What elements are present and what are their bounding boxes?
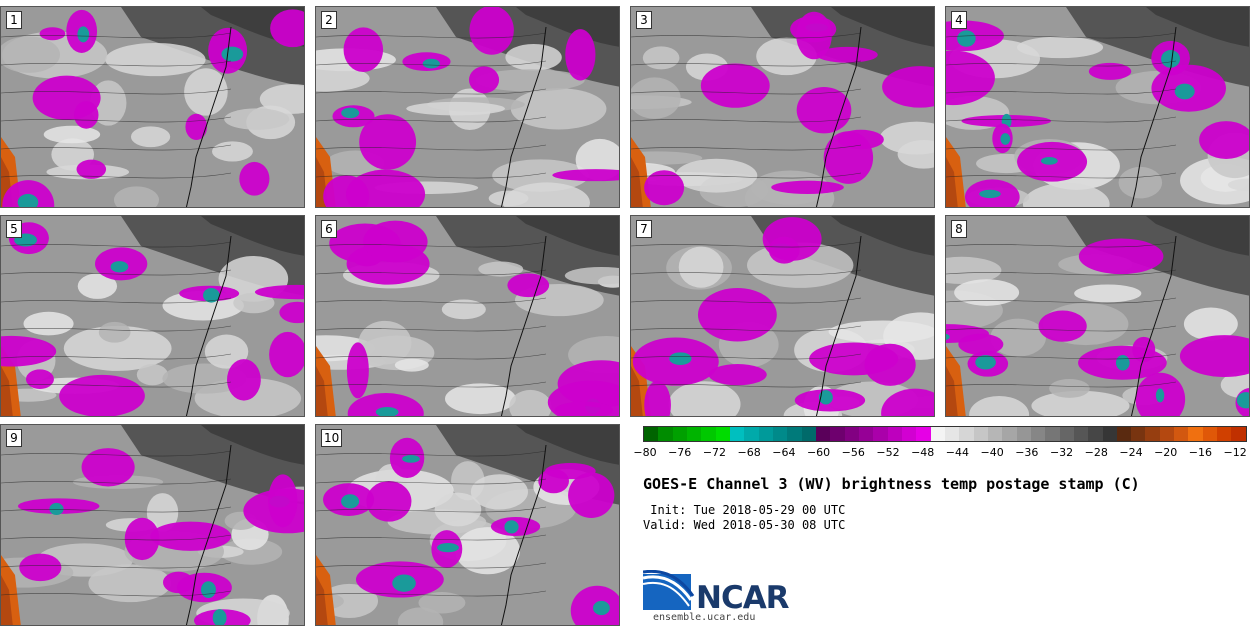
init-time: Init: Tue 2018-05-29 00 UTC — [643, 503, 846, 517]
ncar-logo-icon — [643, 570, 695, 610]
colorbar-tick-label: −72 — [702, 446, 727, 459]
colorbar-swatch — [1116, 427, 1132, 441]
panel-1: 1 — [0, 6, 305, 208]
colorbar-tick-label: −20 — [1154, 446, 1178, 459]
panel-10: 10 — [315, 424, 620, 626]
colorbar-swatch — [729, 427, 745, 441]
panel-4: 4 — [945, 6, 1250, 208]
colorbar-swatch — [844, 427, 859, 441]
colorbar-swatch — [1045, 427, 1060, 441]
colorbar-swatch — [1030, 427, 1046, 441]
colorbar-swatch — [1059, 427, 1074, 441]
colorbar-swatch — [830, 427, 845, 441]
panel-label: 9 — [6, 429, 22, 447]
colorbar-ticks: −80 −76 −72 −68 −64 −60 −56 −52 −48 −44 −40 −36 −32−… — [633, 446, 1247, 460]
colorbar-swatch — [787, 427, 802, 441]
colorbar-swatch — [644, 427, 659, 441]
panel-5: 5 — [0, 215, 305, 417]
colorbar-swatch — [1002, 427, 1017, 441]
panel-label: 1 — [6, 11, 22, 29]
water-vapor-map — [946, 216, 1249, 416]
colorbar-swatch — [887, 427, 902, 441]
panel-label: 2 — [321, 11, 337, 29]
water-vapor-map — [1, 216, 304, 416]
colorbar-swatch — [1231, 427, 1246, 441]
colorbar-swatch — [944, 427, 960, 441]
panel-3: 3 — [630, 6, 935, 208]
colorbar-tick-label: −24 — [1119, 446, 1143, 459]
panel-label: 7 — [636, 220, 652, 238]
colorbar-tick-label: −44 — [945, 446, 970, 459]
colorbar-tick-label: −12 — [1223, 446, 1247, 459]
colorbar-swatch — [873, 427, 888, 441]
colorbar-swatch — [1088, 427, 1103, 441]
water-vapor-map — [316, 425, 619, 625]
water-vapor-map — [946, 7, 1249, 207]
colorbar-swatch — [672, 427, 687, 441]
colorbar-tick-label: −76 — [668, 446, 692, 459]
colorbar-swatch — [959, 427, 974, 441]
water-vapor-map — [631, 7, 934, 207]
colorbar-tick-label: −28 — [1084, 446, 1108, 459]
ncar-logo-text: NCAR — [696, 580, 790, 616]
colorbar-swatch — [901, 427, 917, 441]
panel-label: 10 — [321, 429, 343, 447]
colorbar-swatch — [1202, 427, 1218, 441]
colorbar-tick-label: −68 — [737, 446, 761, 459]
panel-9: 9 — [0, 424, 305, 626]
panel-label: 6 — [321, 220, 337, 238]
colorbar-swatch — [686, 427, 702, 441]
panel-7: 7 — [630, 215, 935, 417]
colorbar — [643, 426, 1247, 442]
colorbar-swatch — [1073, 427, 1089, 441]
panel-label: 3 — [636, 11, 652, 29]
colorbar-swatch — [658, 427, 673, 441]
valid-time: Valid: Wed 2018-05-30 08 UTC — [643, 518, 846, 532]
colorbar-tick-label: −80 — [633, 446, 657, 459]
colorbar-swatch — [987, 427, 1003, 441]
colorbar-swatch — [801, 427, 816, 441]
colorbar-swatch — [701, 427, 716, 441]
colorbar-tick-label: −40 — [980, 446, 1004, 459]
colorbar-tick-label: −60 — [806, 446, 831, 459]
colorbar-swatch — [858, 427, 874, 441]
colorbar-swatch — [1188, 427, 1203, 441]
colorbar-swatch — [930, 427, 945, 441]
colorbar-tick-label: −64 — [772, 446, 796, 459]
panel-label: 8 — [951, 220, 967, 238]
colorbar-tick-label: −32 — [1049, 446, 1074, 459]
panel-2: 2 — [315, 6, 620, 208]
colorbar-swatch — [1159, 427, 1175, 441]
colorbar-swatch — [772, 427, 788, 441]
colorbar-swatch — [1016, 427, 1031, 441]
colorbar-tick-label: −56 — [841, 446, 865, 459]
colorbar-swatch — [1145, 427, 1160, 441]
colorbar-tick-label: −48 — [911, 446, 935, 459]
panel-label: 5 — [6, 220, 22, 238]
colorbar-swatch — [758, 427, 773, 441]
colorbar-swatch — [1131, 427, 1146, 441]
panel-label: 4 — [951, 11, 967, 29]
water-vapor-map — [1, 7, 304, 207]
colorbar-swatch — [973, 427, 988, 441]
colorbar-tick-label: −16 — [1188, 446, 1212, 459]
colorbar-tick-label: −52 — [876, 446, 900, 459]
site-url: ensemble.ucar.edu — [653, 612, 756, 623]
colorbar-tick-label: −36 — [1015, 446, 1039, 459]
colorbar-swatch — [744, 427, 759, 441]
colorbar-swatch — [916, 427, 931, 441]
colorbar-swatch — [1102, 427, 1117, 441]
water-vapor-map — [1, 425, 304, 625]
page-title: GOES-E Channel 3 (WV) brightness temp po… — [643, 475, 1140, 493]
panel-8: 8 — [945, 215, 1250, 417]
colorbar-swatch — [815, 427, 831, 441]
water-vapor-map — [316, 216, 619, 416]
water-vapor-map — [316, 7, 619, 207]
colorbar-swatch — [1174, 427, 1189, 441]
colorbar-swatch — [1217, 427, 1232, 441]
water-vapor-map — [631, 216, 934, 416]
panel-6: 6 — [315, 215, 620, 417]
colorbar-swatch — [715, 427, 730, 441]
